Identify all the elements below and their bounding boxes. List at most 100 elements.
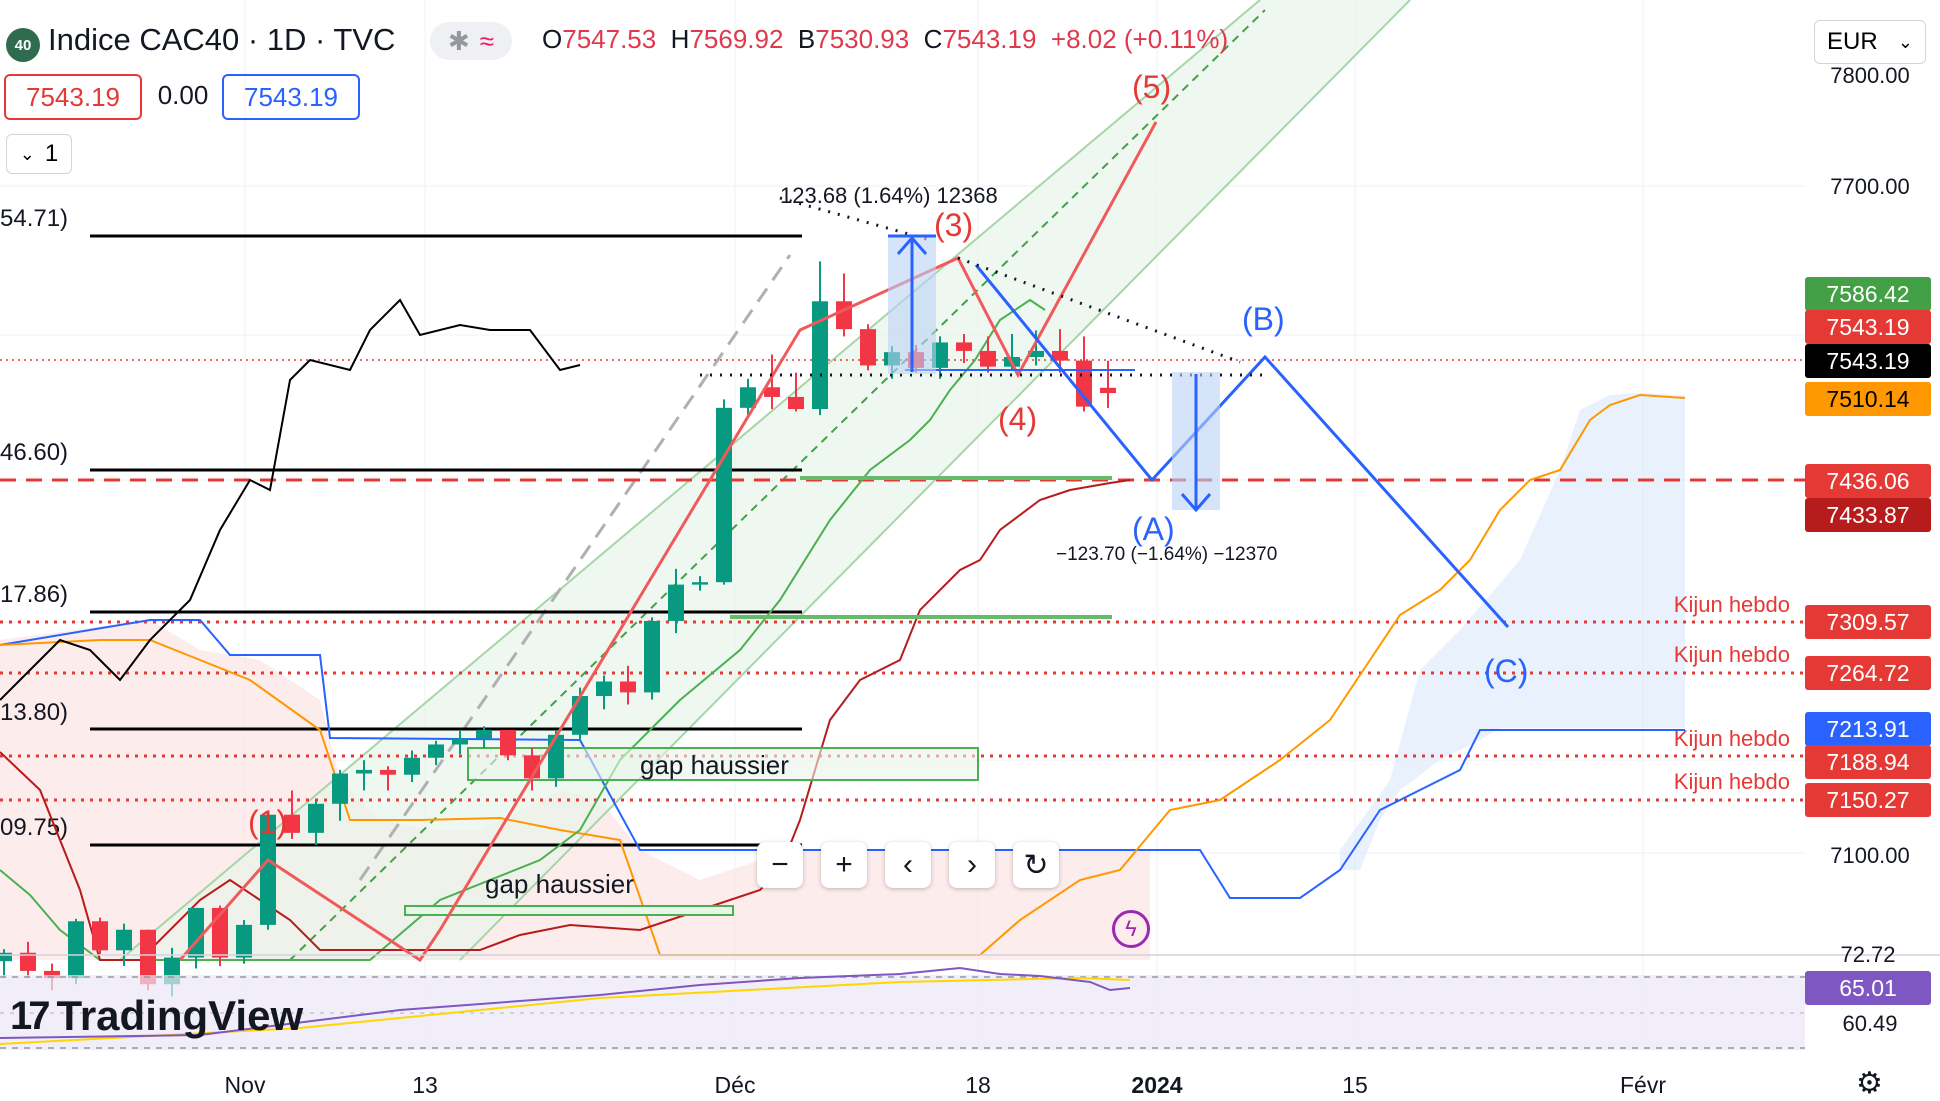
price-badge — [1805, 464, 1931, 498]
price-badge — [1805, 712, 1931, 746]
symbol-title[interactable]: Indice CAC40 · 1D · TVC — [48, 22, 396, 57]
price-badge-label: 7436.06 — [1826, 468, 1909, 494]
wave-label-b: (B) — [1242, 301, 1285, 337]
currency-value: EUR — [1827, 28, 1878, 55]
zoom-in-button[interactable]: + — [821, 842, 867, 888]
buy-price-box[interactable]: 7543.19 — [222, 74, 360, 120]
tradingview-name: TradingView — [56, 992, 304, 1039]
time-tick-label: 18 — [965, 1072, 991, 1094]
candle-body — [980, 350, 996, 367]
kijun-line — [0, 619, 1685, 899]
ohlc-readout: O7547.53 H7569.92 B7530.93 C7543.19 +8.0… — [542, 24, 1228, 55]
scroll-right-button[interactable]: › — [949, 842, 995, 888]
price-badge-label: 7543.19 — [1826, 348, 1909, 374]
zoom-out-button[interactable]: − — [757, 842, 803, 888]
price-badge — [1805, 656, 1931, 690]
candle-body — [788, 396, 804, 410]
candle-body — [500, 729, 516, 756]
fib-label: 54.71) — [0, 205, 68, 232]
candle-body — [260, 814, 276, 925]
price-badge — [1805, 745, 1931, 779]
price-badge — [1805, 277, 1931, 311]
candle-body — [0, 952, 12, 962]
candle-body — [476, 729, 492, 739]
price-badge-label: 7586.42 — [1826, 281, 1909, 307]
settings-gear-icon[interactable]: ⚙ — [1856, 1067, 1883, 1100]
gap-haussier-box-2 — [404, 905, 734, 916]
price-badge — [1805, 382, 1931, 416]
currency-select[interactable]: EUR ⌄ — [1814, 20, 1926, 64]
candle-body — [428, 744, 444, 758]
ohlc-open-key: O — [542, 24, 563, 54]
candle-body — [692, 582, 708, 585]
sell-price-box[interactable]: 7543.19 — [4, 74, 142, 120]
price-badge-label: 7433.87 — [1826, 502, 1909, 528]
candle-body — [668, 584, 684, 621]
triangle-top-trendline — [957, 256, 1241, 364]
candle-body — [860, 329, 876, 366]
time-axis[interactable]: Nov 13 Déc 18 2024 15 Févr — [225, 1072, 1667, 1094]
price-axis[interactable]: 7800.00 7700.00 7100.00 60.49 72.72 7586.42 75… — [1805, 63, 1931, 1036]
price-badge — [1805, 971, 1931, 1005]
price-badge-label: 7510.14 — [1826, 386, 1909, 412]
candle-body — [596, 681, 612, 697]
price-badge-label: 7150.27 — [1826, 787, 1909, 813]
price-badge-label: 65.01 — [1839, 975, 1897, 1001]
candle-body — [620, 681, 636, 693]
time-tick-label: 2024 — [1131, 1072, 1182, 1094]
fib-levels: 54.71) 46.60) 17.86) 13.80) 09.75) — [0, 205, 802, 847]
candle-body — [548, 734, 564, 779]
tenkan-line — [0, 393, 1686, 956]
status-icons[interactable]: ✱ ≈ — [430, 22, 512, 60]
ichimoku-cloud-future — [1340, 393, 1685, 870]
ohlc-change: +8.02 (+0.11%) — [1050, 24, 1229, 54]
candle-body — [140, 929, 156, 985]
candle-body — [92, 921, 108, 951]
price-badge-label: 7264.72 — [1826, 660, 1909, 686]
wave-icon: ≈ — [479, 25, 495, 56]
asterisk-icon: ✱ — [447, 25, 470, 56]
wave-label-1: (1) — [248, 804, 287, 840]
collapse-indicators-button[interactable]: ⌄ 1 — [6, 134, 72, 174]
candle-body — [380, 769, 396, 775]
spread-value: 0.00 — [157, 79, 209, 110]
gap-haussier-label: gap haussier — [640, 750, 789, 780]
tradingview-logo: 17 TradingView — [10, 992, 303, 1040]
candle-body — [644, 620, 660, 693]
candle-body — [956, 342, 972, 351]
fib-label: 13.80) — [0, 699, 68, 726]
fib-label: 09.75) — [0, 814, 68, 841]
kijun-hebdo-lines: Kijun hebdo Kijun hebdo Kijun hebdo Kiju… — [0, 359, 1810, 802]
price-tick-label: 60.49 — [1842, 1011, 1897, 1036]
price-history-line — [0, 298, 581, 701]
fib-label: 46.60) — [0, 439, 68, 466]
symbol-logo[interactable]: 40 — [6, 28, 40, 62]
candle-body — [284, 814, 300, 833]
kijun-label: Kijun hebdo — [1674, 642, 1790, 667]
kijun-label: Kijun hebdo — [1674, 592, 1790, 617]
tradingview-mark-icon: 17 — [10, 993, 50, 1038]
price-badge-label: 7188.94 — [1826, 749, 1909, 775]
ohlc-high-key: H — [670, 24, 690, 54]
reset-chart-button[interactable]: ↻ — [1013, 842, 1059, 888]
price-badge — [1805, 344, 1931, 378]
wave-label-3: (3) — [934, 207, 973, 243]
price-badge-label: 7309.57 — [1826, 609, 1909, 635]
ohlc-close-key: C — [923, 24, 943, 54]
ohlc-low: 7530.93 — [815, 24, 910, 54]
candle-body — [332, 773, 348, 804]
dark-red-line — [0, 479, 1131, 961]
ohlc-close: 7543.19 — [942, 24, 1037, 54]
scroll-left-button[interactable]: ‹ — [885, 842, 931, 888]
time-tick-label: Déc — [715, 1072, 756, 1094]
kijun-label: Kijun hebdo — [1674, 726, 1790, 751]
price-tick-label: 7100.00 — [1830, 843, 1910, 868]
flash-icon[interactable]: ϟ — [1112, 910, 1150, 948]
candle-body — [1052, 350, 1068, 361]
candle-body — [812, 301, 828, 410]
ohlc-open: 7547.53 — [562, 24, 657, 54]
candle-body — [404, 757, 420, 775]
channel-midline — [289, 9, 1266, 961]
elliott-impulse-wave — [178, 121, 1158, 963]
